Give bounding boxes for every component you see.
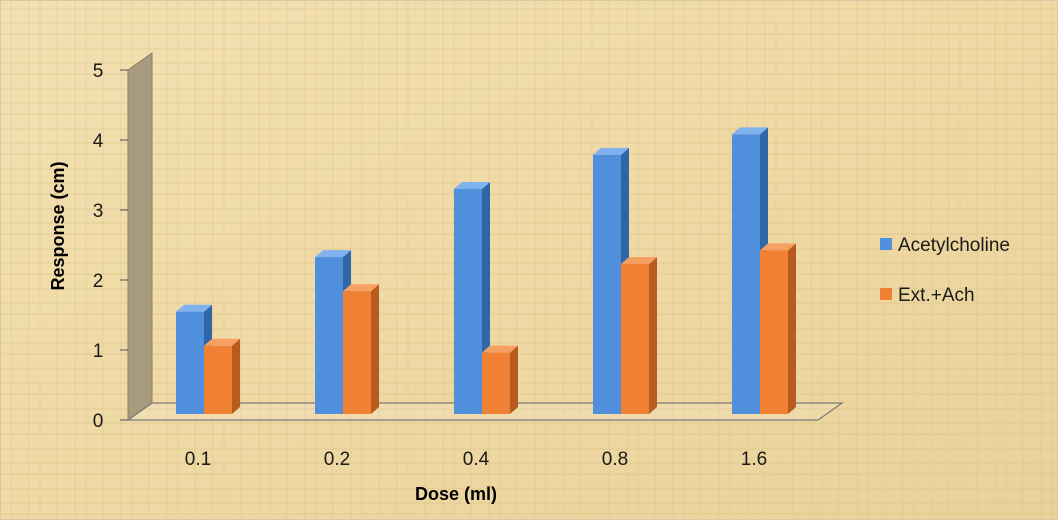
bar-ext-ach-1-6 (760, 243, 796, 414)
legend: Acetylcholine Ext.+Ach (880, 235, 1010, 306)
bar-side-ext-ach-1-6 (788, 243, 796, 414)
bar-ext-ach-0-2 (343, 284, 379, 414)
bar-front-ext-ach-0-2 (343, 291, 371, 414)
x-tick-label-0-8: 0.8 (602, 449, 628, 470)
y-tick-label: 3 (93, 201, 104, 222)
bar-top-ext-ach-0-2 (343, 284, 379, 292)
bar-top-acetylcholine-0-4 (454, 181, 490, 189)
bar-top-ext-ach-0-1 (204, 338, 240, 346)
bar-front-ext-ach-0-1 (204, 345, 232, 414)
x-tick-label-0-2: 0.2 (324, 449, 350, 470)
bar-side-ext-ach-0-2 (371, 284, 379, 414)
x-axis-title: Dose (ml) (415, 484, 497, 504)
bar-ext-ach-0-4 (482, 345, 518, 414)
bar-front-acetylcholine-0-1 (176, 311, 204, 414)
chart-back-wall (127, 52, 153, 421)
bar-top-acetylcholine-0-2 (315, 250, 351, 258)
bar-front-ext-ach-1-6 (760, 250, 788, 414)
bar-ext-ach-0-8 (621, 256, 657, 414)
bar-side-ext-ach-0-4 (510, 345, 518, 414)
legend-label-acetylcholine: Acetylcholine (898, 235, 1010, 256)
bar-top-acetylcholine-0-1 (176, 304, 212, 312)
bar-top-ext-ach-0-8 (621, 256, 657, 264)
bar-front-acetylcholine-1-6 (732, 134, 760, 414)
legend-swatch-acetylcholine (880, 238, 892, 250)
x-tick-label-1-6: 1.6 (741, 449, 767, 470)
y-tick-label: 4 (93, 131, 104, 152)
y-tick-label: 2 (93, 271, 104, 292)
x-tick-label-0-4: 0.4 (463, 449, 490, 470)
legend-label-ext-ach: Ext.+Ach (898, 285, 975, 306)
bar-top-ext-ach-1-6 (760, 243, 796, 251)
bar-front-ext-ach-0-8 (621, 263, 649, 414)
bar-side-ext-ach-0-8 (649, 256, 657, 414)
bar-side-ext-ach-0-1 (232, 338, 240, 414)
bar-top-acetylcholine-0-8 (593, 147, 629, 155)
bar-top-ext-ach-0-4 (482, 345, 518, 353)
bar-top-acetylcholine-1-6 (732, 127, 768, 135)
y-tick-label: 0 (93, 411, 104, 432)
y-tick-label: 5 (93, 61, 104, 82)
bar-front-ext-ach-0-4 (482, 352, 510, 414)
legend-swatch-ext-ach (880, 288, 892, 300)
bar-front-acetylcholine-0-2 (315, 257, 343, 414)
bar-front-acetylcholine-0-8 (593, 154, 621, 414)
x-tick-label-0-1: 0.1 (185, 449, 211, 470)
bar-ext-ach-0-1 (204, 338, 240, 414)
bar-front-acetylcholine-0-4 (454, 188, 482, 414)
y-axis-title: Response (cm) (48, 161, 68, 290)
y-tick-label: 1 (93, 341, 104, 362)
